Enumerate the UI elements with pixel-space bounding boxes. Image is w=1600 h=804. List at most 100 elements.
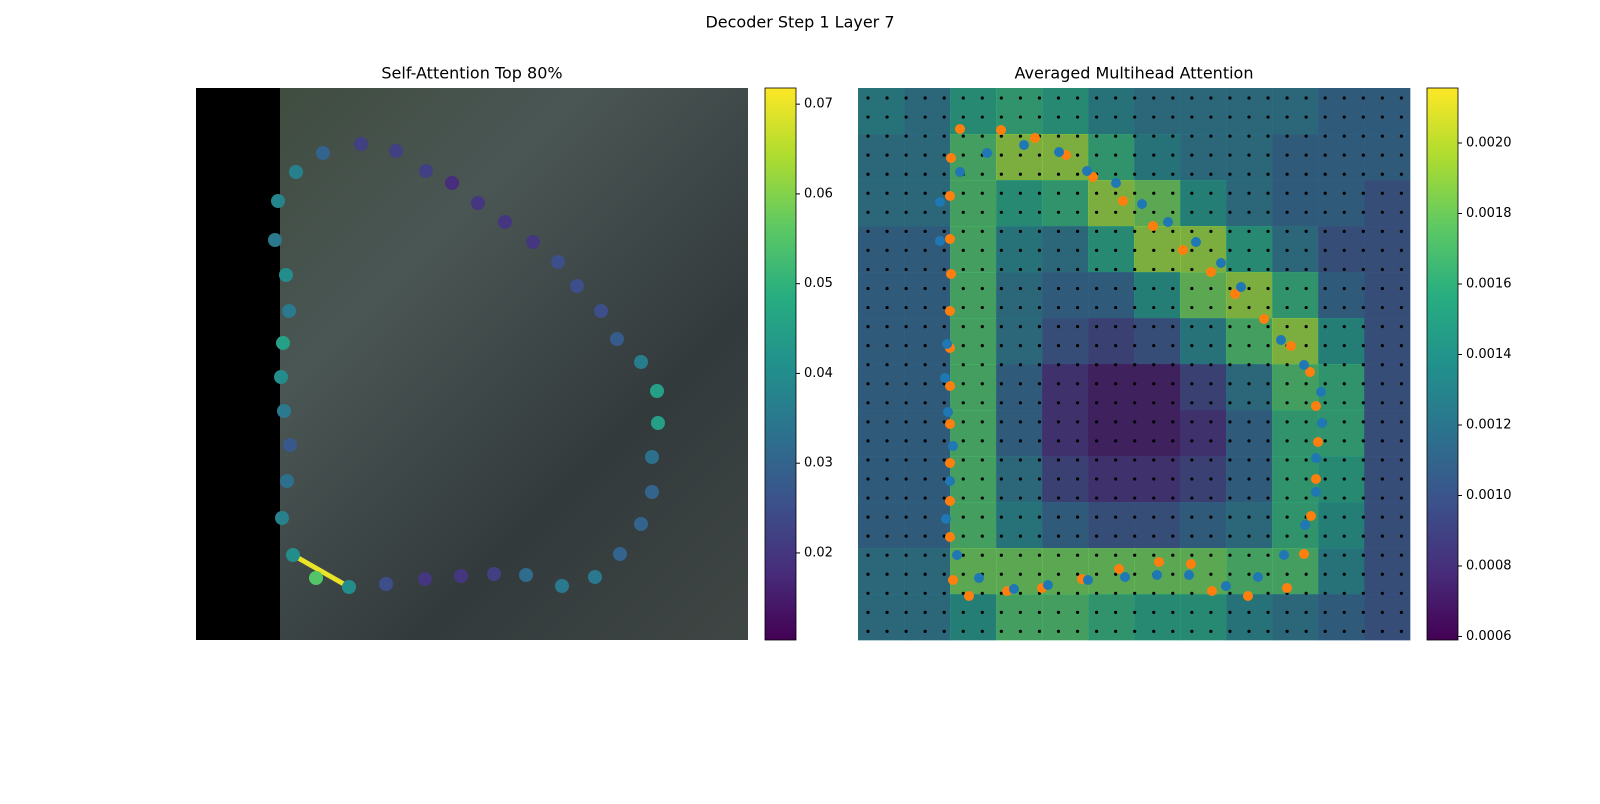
colorbar-tick-label: 0.0014 bbox=[1466, 347, 1512, 362]
sample-dot bbox=[980, 229, 984, 233]
sample-dot bbox=[942, 134, 946, 138]
sample-dot bbox=[1018, 553, 1023, 557]
sample-dot bbox=[1342, 96, 1346, 100]
sample-dot bbox=[1361, 153, 1365, 157]
sample-dot bbox=[1266, 115, 1270, 119]
reference-point bbox=[1184, 570, 1194, 580]
sample-dot bbox=[1095, 534, 1099, 538]
sample-dot bbox=[1228, 172, 1232, 176]
sample-dot bbox=[942, 248, 946, 252]
sample-dot bbox=[1209, 477, 1213, 481]
sample-dot bbox=[1380, 363, 1384, 367]
sample-dot bbox=[1228, 515, 1232, 519]
heatmap-cell bbox=[1134, 410, 1181, 457]
sample-dot bbox=[1075, 401, 1080, 405]
sample-dot bbox=[1266, 382, 1270, 386]
sample-dot bbox=[1342, 325, 1346, 329]
sample-dot bbox=[1266, 325, 1270, 329]
sample-dot bbox=[866, 210, 870, 214]
query-point bbox=[498, 215, 512, 229]
sample-dot bbox=[1133, 515, 1137, 519]
query-point bbox=[277, 404, 291, 418]
sample-dot bbox=[999, 344, 1003, 348]
sample-dot bbox=[885, 96, 889, 100]
sample-dot bbox=[1342, 229, 1346, 233]
sample-dot bbox=[1361, 325, 1365, 329]
sample-dot bbox=[885, 534, 889, 538]
sample-dot bbox=[1247, 134, 1251, 138]
sample-dot bbox=[942, 153, 946, 157]
sample-dot bbox=[1018, 344, 1023, 348]
reference-point bbox=[1306, 511, 1316, 521]
sample-dot bbox=[942, 458, 946, 462]
sample-dot bbox=[904, 363, 908, 367]
query-point bbox=[551, 255, 565, 269]
sample-dot bbox=[1018, 191, 1023, 195]
sample-dot bbox=[1133, 496, 1137, 500]
sample-dot bbox=[1342, 305, 1346, 310]
sample-dot bbox=[1342, 572, 1346, 576]
sample-dot bbox=[1075, 153, 1080, 157]
heatmap-cell bbox=[1042, 502, 1089, 549]
sample-dot bbox=[980, 382, 984, 386]
sample-dot bbox=[1171, 153, 1175, 157]
query-point bbox=[526, 235, 540, 249]
heatmap-cell bbox=[1134, 594, 1181, 641]
sample-dot bbox=[1323, 477, 1327, 481]
sample-dot bbox=[1152, 439, 1156, 443]
sample-dot bbox=[1304, 134, 1308, 138]
sample-dot bbox=[1018, 572, 1023, 576]
sample-dot bbox=[1304, 458, 1308, 462]
sample-dot bbox=[1171, 344, 1175, 348]
heatmap-cell bbox=[858, 548, 905, 595]
sample-dot bbox=[1056, 172, 1061, 176]
sample-dot bbox=[1247, 401, 1251, 405]
colorbar-tick-label: 0.0016 bbox=[1466, 276, 1512, 291]
sample-dot bbox=[1037, 172, 1042, 176]
sample-dot bbox=[1075, 248, 1080, 252]
sample-dot bbox=[1361, 610, 1365, 614]
sample-dot bbox=[1304, 496, 1308, 500]
sample-dot bbox=[1399, 382, 1403, 386]
sample-dot bbox=[999, 401, 1003, 405]
sample-dot bbox=[1114, 439, 1118, 443]
heatmap-cell bbox=[950, 318, 997, 365]
sample-dot bbox=[1209, 363, 1213, 367]
sample-dot bbox=[1171, 591, 1175, 595]
sample-dot bbox=[1171, 325, 1175, 329]
reference-point bbox=[1054, 147, 1064, 157]
sample-dot bbox=[1361, 229, 1365, 233]
sample-dot bbox=[1323, 401, 1327, 405]
sample-dot bbox=[1152, 534, 1156, 538]
sample-dot bbox=[1133, 534, 1137, 538]
sample-dot bbox=[885, 420, 889, 424]
sample-dot bbox=[1380, 134, 1384, 138]
heatmap-cell bbox=[904, 318, 951, 365]
sample-dot bbox=[1323, 496, 1327, 500]
sample-dot bbox=[1361, 572, 1365, 576]
sample-dot bbox=[1075, 439, 1080, 443]
sample-dot bbox=[904, 458, 908, 462]
sample-dot bbox=[1228, 610, 1232, 614]
heatmap-cell bbox=[1364, 272, 1411, 319]
sample-dot bbox=[1152, 344, 1156, 348]
sample-dot bbox=[1323, 439, 1327, 443]
sample-dot bbox=[1209, 115, 1213, 119]
query-point bbox=[594, 304, 608, 318]
sample-dot bbox=[999, 248, 1003, 252]
sample-dot bbox=[1133, 153, 1137, 157]
sample-dot bbox=[1323, 134, 1327, 138]
panel-title: Averaged Multihead Attention bbox=[1015, 64, 1254, 83]
query-point bbox=[342, 580, 356, 594]
sample-dot bbox=[1361, 477, 1365, 481]
sample-dot bbox=[1133, 210, 1137, 214]
sample-dot bbox=[961, 229, 965, 233]
reference-point bbox=[1019, 140, 1029, 150]
sample-dot bbox=[980, 477, 984, 481]
sample-dot bbox=[1361, 248, 1365, 252]
sample-dot bbox=[999, 172, 1003, 176]
sample-dot bbox=[904, 591, 908, 595]
sample-dot bbox=[1056, 553, 1061, 557]
reference-point bbox=[1311, 401, 1321, 411]
sample-dot bbox=[1056, 591, 1061, 595]
